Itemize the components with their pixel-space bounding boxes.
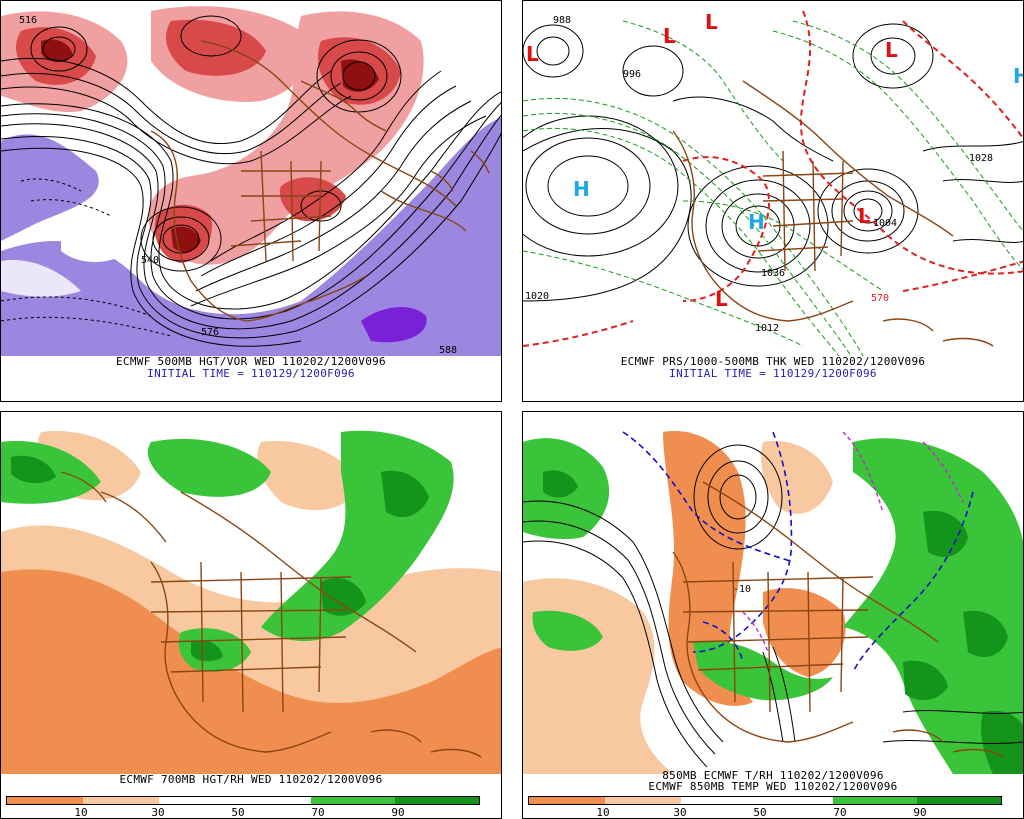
low-pressure-symbol: L [885,38,898,62]
map-700mb [1,412,501,774]
isotherm-label: -10 [733,584,751,595]
colorbar-tick: 90 [913,806,927,819]
caption-surface: ECMWF PRS/1000-500MB THK WED 110202/1200… [620,355,926,368]
colorbar-tick: 50 [231,806,245,819]
caption-850mb-line2: ECMWF 850MB TEMP WED 110202/1200V096 [648,780,898,793]
panel-500mb-hgt-vor: 576 588 540 516 ECMWF 500MB HGT/VOR WED … [0,0,502,402]
colorbar-tick: 90 [391,806,405,819]
colorbar-tick: 30 [673,806,687,819]
isobar-label: 1004 [873,218,897,229]
high-pressure-symbol: H [1013,64,1024,88]
isobar-label: 1020 [525,291,549,302]
low-pressure-symbol: L [715,287,728,311]
low-pressure-symbol: L [663,24,676,48]
colorbar-ticks-850mb: 10 30 50 70 90 [523,806,1023,819]
map-surface: H H H L L L L L L 1020 1028 1004 1036 10… [523,1,1024,356]
colorbar-700mb [6,796,480,805]
map-500mb: 576 588 540 516 [1,1,501,356]
panel-850mb-t-rh: -10 850MB ECMWF T/RH 110202/1200V096 ECM… [522,411,1024,819]
colorbar-tick: 30 [151,806,165,819]
low-pressure-symbol: L [526,42,539,66]
initial-time-surface: INITIAL TIME = 110129/1200F096 [669,367,877,380]
contour-label-576: 576 [201,327,219,338]
contour-label-588: 588 [439,345,457,356]
contour-label-516: 516 [19,15,37,26]
isobar-label: 988 [553,15,571,26]
caption-500mb: ECMWF 500MB HGT/VOR WED 110202/1200V096 [116,355,386,368]
caption-850mb-line1: 850MB ECMWF T/RH 110202/1200V096 [662,769,884,782]
colorbar-tick: 10 [596,806,610,819]
high-pressure-symbol: H [573,177,590,201]
colorbar-tick: 50 [753,806,767,819]
colorbar-tick: 70 [311,806,325,819]
isobar-label: 1012 [755,323,779,334]
isobar-label: 1028 [969,153,993,164]
thickness-label: 570 [871,293,889,304]
colorbar-tick: 10 [74,806,88,819]
initial-time-500mb: INITIAL TIME = 110129/1200F096 [147,367,355,380]
contour-label-540: 540 [141,255,159,266]
high-pressure-symbol: H [748,210,765,234]
panel-700mb-hgt-rh: ECMWF 700MB HGT/RH WED 110202/1200V096 1… [0,411,502,819]
low-pressure-symbol: L [705,10,718,34]
low-pressure-symbol: L [858,204,871,228]
colorbar-850mb [528,796,1002,805]
map-850mb: -10 [523,412,1023,774]
isobar-label: 1036 [761,268,785,279]
isobar-label: 996 [623,69,641,80]
colorbar-tick: 70 [833,806,847,819]
panel-sfc-prs-thk: H H H L L L L L L 1020 1028 1004 1036 10… [522,0,1024,402]
caption-700mb: ECMWF 700MB HGT/RH WED 110202/1200V096 [119,773,383,786]
colorbar-ticks-700mb: 10 30 50 70 90 [1,806,501,819]
